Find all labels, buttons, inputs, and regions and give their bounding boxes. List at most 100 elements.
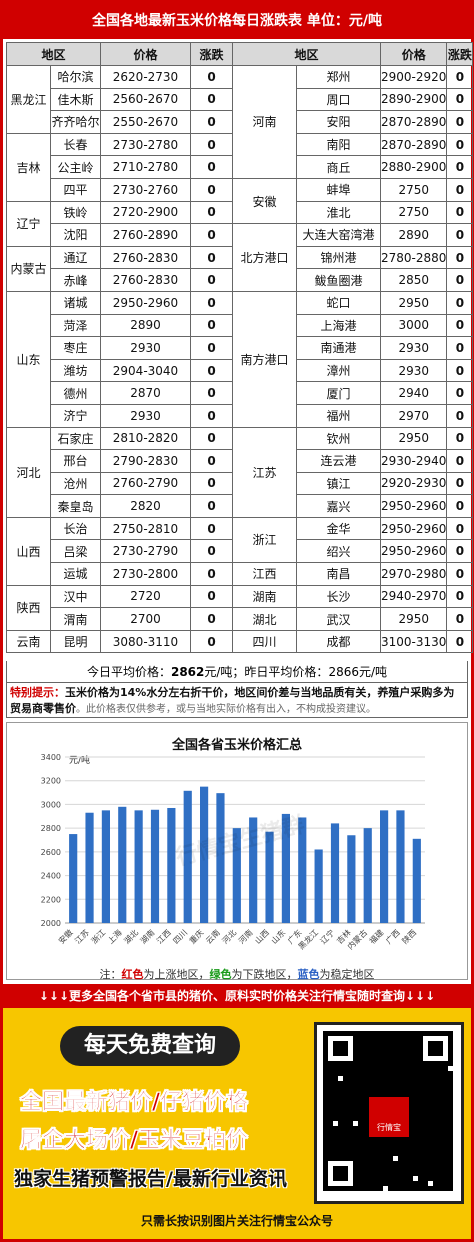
left-change-cell: 0 — [190, 516, 233, 541]
qr-module — [373, 1066, 378, 1071]
left-city-cell: 四平 — [50, 177, 101, 202]
qr-module — [448, 1131, 453, 1136]
qr-module — [358, 1101, 363, 1106]
qr-module — [343, 1086, 348, 1091]
left-change-cell: 0 — [190, 358, 233, 383]
qr-module — [398, 1036, 403, 1041]
qr-module — [323, 1091, 328, 1096]
qr-module — [358, 1056, 363, 1061]
left-city-cell: 沧州 — [50, 471, 101, 496]
qr-module — [323, 1071, 328, 1076]
qr-module — [428, 1106, 433, 1111]
qr-module — [358, 1086, 363, 1091]
right-price-cell: 2930 — [379, 336, 448, 360]
qr-module — [388, 1176, 393, 1181]
header-change-left: 涨跌 — [190, 42, 233, 66]
qr-module — [378, 1091, 383, 1096]
qr-module — [413, 1041, 418, 1046]
qr-module — [438, 1186, 443, 1191]
qr-module — [388, 1056, 393, 1061]
qr-module — [428, 1141, 433, 1146]
qr-module — [348, 1096, 353, 1101]
left-price-cell: 2870 — [100, 381, 191, 405]
qr-module — [413, 1081, 418, 1086]
right-change-cell: 0 — [446, 245, 474, 270]
left-city-cell: 昆明 — [50, 629, 101, 654]
qr-module — [363, 1106, 368, 1111]
qr-module — [343, 1121, 348, 1126]
qr-module — [338, 1066, 343, 1071]
qr-module — [393, 1091, 398, 1096]
qr-module — [418, 1081, 423, 1086]
qr-module — [328, 1096, 333, 1101]
qr-module — [348, 1116, 353, 1121]
qr-module — [398, 1136, 403, 1141]
table-row: 沈阳 2760-2890 0 北方港口 大连大窑湾港 2890 0 — [7, 223, 474, 292]
qr-module — [398, 1076, 403, 1081]
qr-module — [393, 1171, 398, 1176]
qr-module — [413, 1116, 418, 1121]
qr-module — [408, 1096, 413, 1101]
qr-module — [338, 1141, 343, 1146]
qr-module — [338, 1071, 343, 1076]
table-row: 山东 诸城 2950-2960 0 南方港口 蛇口 2950 0 — [6, 290, 474, 428]
qr-module — [378, 1186, 383, 1191]
right-region-cell: 浙江 — [232, 516, 297, 564]
qr-module — [353, 1151, 358, 1156]
qr-module — [398, 1176, 403, 1181]
right-city-cell: 厦门 — [296, 381, 381, 405]
table-row: 陕西 汉中 2720 0 湖南 长沙 2940-2970 0 — [6, 584, 474, 631]
qr-module — [353, 1066, 358, 1071]
qr-module — [438, 1156, 443, 1161]
qr-module — [398, 1186, 403, 1191]
qr-module — [353, 1071, 358, 1076]
qr-module — [408, 1041, 413, 1046]
qr-module — [443, 1106, 448, 1111]
qr-module — [368, 1136, 373, 1141]
qr-module — [438, 1141, 443, 1146]
right-price-cell: 2950 — [379, 607, 448, 631]
qr-module — [433, 1141, 438, 1146]
price-table: 地区 价格 涨跌 地区 价格 涨跌 黑龙江 哈尔滨 2620-2730 0 河南 郑州 29… — [6, 42, 474, 654]
qr-module — [403, 1036, 408, 1041]
qr-module — [393, 1076, 398, 1081]
x-tick-label: 江苏 — [73, 927, 91, 945]
header-price-right: 价格 — [379, 42, 448, 66]
left-city-cell: 运城 — [50, 562, 101, 586]
qr-module — [323, 1121, 328, 1126]
bar-陕西 — [412, 838, 421, 923]
table-row: 运城 2730-2800 0 江西 南昌 2970-2980 0 — [7, 562, 474, 586]
table-header: 地区 价格 涨跌 地区 价格 涨跌 — [6, 42, 474, 66]
qr-module — [378, 1076, 383, 1081]
left-city-cell: 诸城 — [50, 290, 101, 315]
promo-banner[interactable]: ↓↓↓更多全国各个省市县的猪价、原料实时价格关注行情宝随时查询↓↓↓ — [3, 984, 471, 1008]
qr-module — [418, 1066, 423, 1071]
qr-module — [413, 1136, 418, 1141]
qr-module — [343, 1151, 348, 1156]
qr-logo-icon — [369, 1097, 409, 1137]
left-region-cell: 云南 — [6, 629, 51, 654]
promo-line-2: 屠企大场价/玉米豆粕价 — [20, 1128, 249, 1154]
right-city-cell: 镇江 — [296, 471, 381, 496]
qr-module — [388, 1146, 393, 1151]
left-city-cell: 渭南 — [50, 607, 101, 631]
qr-module — [413, 1126, 418, 1131]
left-region-cell: 河北 — [6, 426, 51, 518]
y-tick-label: 3400 — [41, 753, 61, 762]
qr-module — [358, 1051, 363, 1056]
qr-module — [368, 1076, 373, 1081]
qr-module — [433, 1161, 438, 1166]
right-city-cell: 嘉兴 — [296, 494, 381, 518]
qr-module — [428, 1116, 433, 1121]
right-city-cell: 上海港 — [296, 313, 381, 338]
qr-module — [333, 1146, 338, 1151]
qr-module — [403, 1081, 408, 1086]
qr-module — [423, 1151, 428, 1156]
qr-code[interactable]: 行情宝 — [314, 1022, 464, 1204]
qr-module — [413, 1031, 418, 1036]
x-tick-label: 河南 — [236, 927, 254, 945]
bar-河北 — [232, 828, 241, 923]
average-price-line: 今日平均价格：2862元/吨；昨日平均价格：2866元/吨 — [6, 661, 468, 683]
qr-module — [373, 1166, 378, 1171]
qr-module — [363, 1141, 368, 1146]
